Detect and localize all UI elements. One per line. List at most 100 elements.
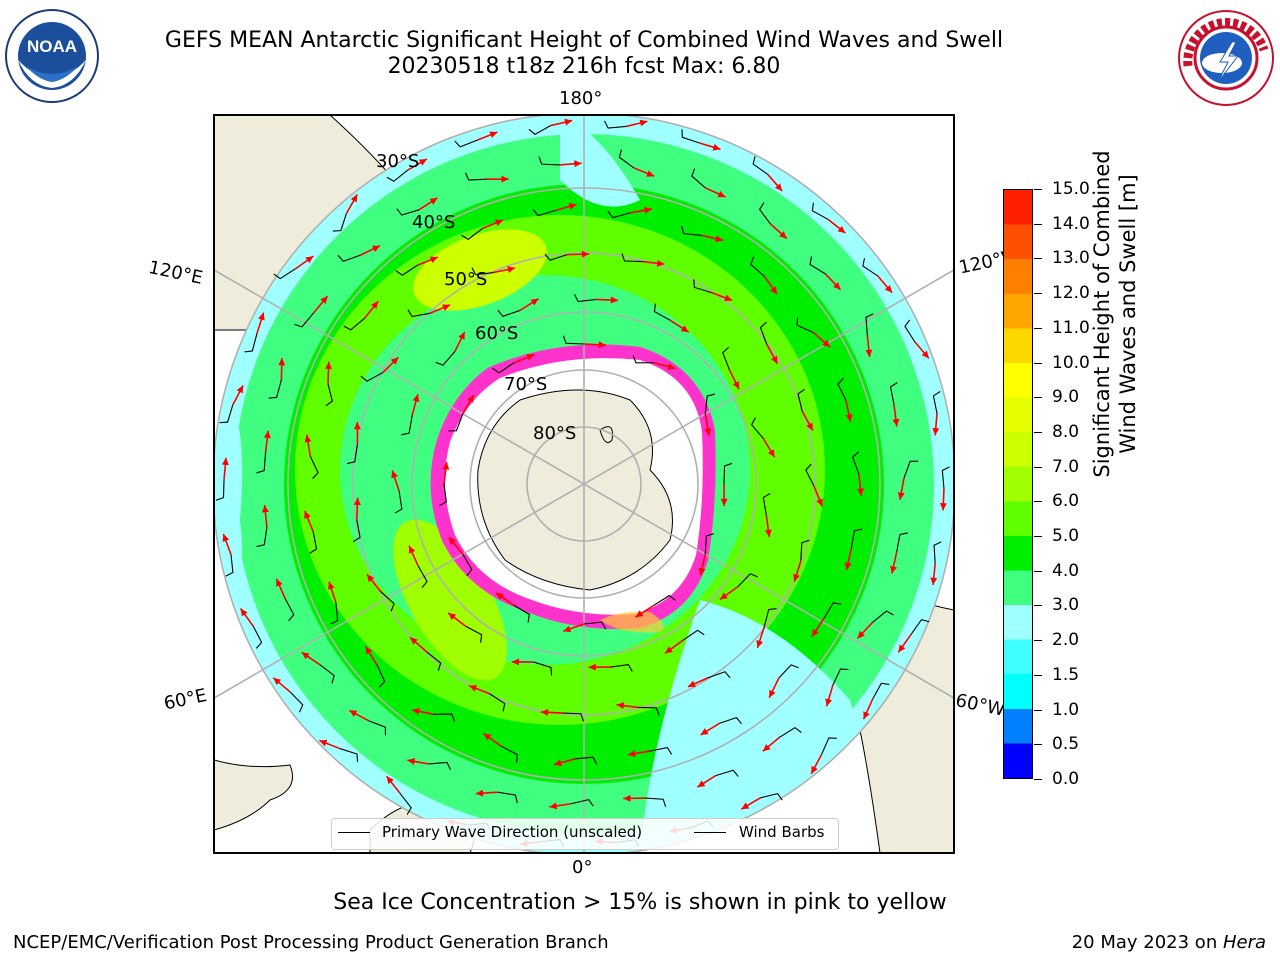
colorbar-tick: [1034, 431, 1042, 433]
wind-barb: [256, 452, 267, 474]
wind-barb: [401, 415, 413, 436]
legend-wave-swatch: [338, 832, 370, 833]
wave-arrow-head: [365, 646, 373, 655]
wind-barb: [497, 309, 521, 317]
wind-barb: [750, 256, 765, 277]
wave-arrow-head: [350, 194, 358, 203]
wave-arrow-head: [588, 663, 596, 671]
wave-arrow-head: [704, 427, 712, 436]
noaa-logo: NOAA: [4, 8, 100, 104]
wind-barb: [797, 388, 805, 412]
wave-arrow-head: [263, 430, 271, 439]
wind-barb: [704, 393, 716, 415]
wind-barb: [380, 591, 395, 612]
wave-arrow-head: [391, 470, 398, 479]
noaa-logo-text: NOAA: [27, 37, 77, 56]
wind-barb: [645, 797, 667, 808]
wind-barb: [681, 225, 702, 236]
wave-arrow-head: [236, 385, 244, 394]
wind-barb: [862, 258, 879, 277]
wind-barb: [759, 321, 768, 345]
wave-arrow-head: [442, 304, 451, 311]
wind-barb: [621, 253, 643, 263]
colorbar: [1003, 189, 1033, 779]
wave-arrow-head: [767, 449, 775, 458]
wind-barb: [492, 362, 515, 374]
wave-arrow-head: [412, 394, 420, 403]
wave-arrow-head: [469, 685, 478, 692]
wave-arrow-head: [412, 707, 420, 715]
wave-arrow-head: [762, 744, 771, 752]
wave-arrow-head: [857, 488, 864, 496]
wind-barb: [532, 208, 556, 217]
wind-barb: [691, 168, 706, 189]
wind-barb: [376, 664, 386, 688]
wind-barb: [583, 621, 607, 630]
wind-barb: [417, 565, 428, 589]
colorbar-tick: [1034, 189, 1042, 190]
wind-barb: [337, 254, 361, 262]
wave-arrow-head: [697, 780, 706, 788]
wind-barb: [368, 720, 387, 736]
colorbar-tick-label: 13.0: [1052, 248, 1090, 269]
colorbar-tick-label: 1.0: [1052, 699, 1080, 720]
wind-barb: [497, 791, 518, 804]
wave-arrow-head: [408, 545, 416, 554]
wind-barb: [763, 608, 777, 628]
wind-barb: [933, 541, 942, 564]
wave-arrow-head: [305, 256, 314, 264]
colorbar-tick-label: 11.0: [1052, 317, 1090, 338]
wave-arrow-head: [458, 331, 465, 340]
wave-arrow-head: [507, 266, 516, 273]
wind-barb: [396, 208, 420, 216]
wind-barb: [638, 706, 660, 716]
wind-barb: [294, 312, 314, 328]
wave-arrow-head: [939, 503, 947, 511]
lat-label-50s: 50°S: [444, 269, 488, 290]
wind-barb: [850, 528, 863, 549]
wave-arrow-head: [732, 381, 740, 390]
wind-barb: [386, 169, 409, 182]
colorbar-tick-label: 2.0: [1052, 630, 1080, 651]
lat-label-60s: 60°S: [475, 323, 519, 344]
wind-barb: [903, 460, 919, 479]
wave-arrow-head: [501, 175, 509, 183]
wave-arrow-head: [304, 434, 312, 443]
legend-barb-swatch: [694, 832, 726, 833]
wind-barb: [607, 210, 631, 219]
antarctica: [430, 344, 716, 633]
wind-barb: [693, 279, 712, 294]
wave-arrow-head: [741, 802, 750, 810]
wave-arrow-head: [932, 427, 940, 436]
colorbar-tick-label: 0.5: [1052, 734, 1080, 755]
wave-arrow-head: [857, 630, 865, 639]
wave-arrow-head: [418, 159, 427, 166]
wave-arrow-head: [656, 259, 665, 267]
wind-barb: [649, 747, 673, 755]
wind-barb: [653, 303, 671, 321]
wave-arrow-head: [448, 612, 457, 621]
wind-barb: [865, 313, 874, 336]
wave-arrow-head: [564, 118, 573, 126]
colorbar-title: Significant Height of Combined Wind Wave…: [1089, 144, 1141, 484]
wind-barb: [872, 682, 890, 700]
colorbar-tick-label: 3.0: [1052, 595, 1080, 616]
wave-arrow-head: [574, 160, 582, 168]
colorbar-title-line1: Significant Height of Combined: [1090, 150, 1114, 478]
wind-barb: [752, 156, 769, 175]
wave-arrow-head: [712, 143, 721, 151]
wind-barb: [332, 213, 347, 232]
wind-barb: [471, 267, 494, 276]
wave-arrow-head: [448, 537, 456, 545]
wave-arrow-head: [892, 418, 900, 427]
wave-arrow-head: [278, 358, 286, 366]
wave-arrow-head: [724, 294, 733, 302]
chart-title: GEFS MEAN Antarctic Significant Height o…: [164, 28, 1004, 53]
wave-arrow-head: [371, 301, 379, 309]
wind-barb: [395, 264, 418, 276]
wind-barb: [610, 664, 633, 672]
colorbar-tick-label: 6.0: [1052, 491, 1080, 512]
wind-barb: [573, 294, 597, 303]
wave-arrow-head: [811, 765, 818, 774]
